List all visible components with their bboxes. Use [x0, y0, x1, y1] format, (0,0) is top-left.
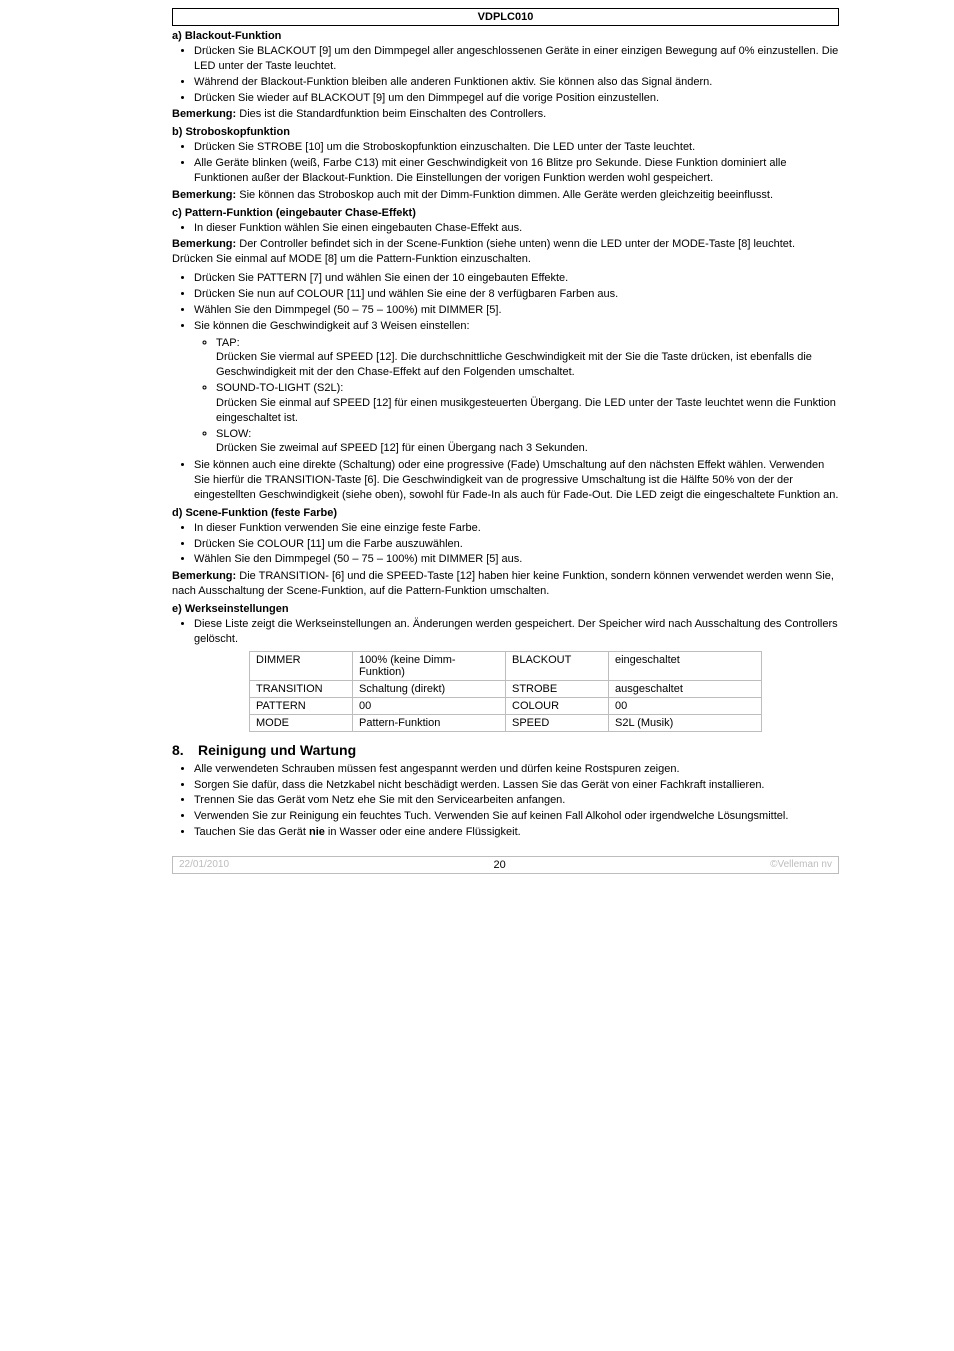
section-d-remark: Bemerkung: Die TRANSITION- [6] und die S… — [172, 569, 839, 599]
remark-body: Der Controller befindet sich in der Scen… — [172, 238, 795, 265]
section-a-remark: Bemerkung: Dies ist die Standardfunktion… — [172, 107, 839, 122]
list-item: Während der Blackout-Funktion bleiben al… — [194, 75, 839, 90]
remark-body: Dies ist die Standardfunktion beim Einsc… — [236, 108, 546, 120]
table-row: PATTERN 00 COLOUR 00 — [250, 697, 762, 714]
list-item: Sie können auch eine direkte (Schaltung)… — [194, 458, 839, 503]
list-item: Trennen Sie das Gerät vom Netz ehe Sie m… — [194, 793, 839, 808]
list-item: In dieser Funktion wählen Sie einen eing… — [194, 221, 839, 236]
sub-item: SOUND-TO-LIGHT (S2L): Drücken Sie einmal… — [216, 381, 839, 426]
list-item: Alle verwendeten Schrauben müssen fest a… — [194, 762, 839, 777]
section-8-heading: 8.Reinigung und Wartung — [172, 742, 839, 758]
table-cell: eingeschaltet — [609, 651, 762, 680]
remark-lead: Bemerkung: — [172, 238, 236, 250]
table-cell: STROBE — [506, 680, 609, 697]
section-e-list: Diese Liste zeigt die Werkseinstellungen… — [172, 617, 839, 647]
section-a-heading: a) Blackout-Funktion — [172, 30, 839, 42]
sub-item-label: SOUND-TO-LIGHT (S2L): — [216, 381, 839, 396]
document-page: VDPLC010 a) Blackout-Funktion Drücken Si… — [0, 0, 954, 882]
remark-body: Sie können das Stroboskop auch mit der D… — [236, 189, 773, 201]
section-e-heading: e) Werkseinstellungen — [172, 603, 839, 615]
table-cell: ausgeschaltet — [609, 680, 762, 697]
remark-lead: Bemerkung: — [172, 570, 236, 582]
remark-lead: Bemerkung: — [172, 189, 236, 201]
list-item: Wählen Sie den Dimmpegel (50 – 75 – 100%… — [194, 552, 839, 567]
list-item: Drücken Sie PATTERN [7] und wählen Sie e… — [194, 271, 839, 286]
sub-item-body: Drücken Sie viermal auf SPEED [12]. Die … — [216, 350, 839, 380]
list-item: Diese Liste zeigt die Werkseinstellungen… — [194, 617, 839, 647]
section-b-heading: b) Stroboskopfunktion — [172, 126, 839, 138]
section-title: Reinigung und Wartung — [198, 742, 356, 758]
list-item: Drücken Sie COLOUR [11] um die Farbe aus… — [194, 537, 839, 552]
section-c-list-2: Drücken Sie PATTERN [7] und wählen Sie e… — [172, 271, 839, 503]
table-cell: TRANSITION — [250, 680, 353, 697]
footer-page-number: 20 — [493, 859, 505, 871]
table-cell: Pattern-Funktion — [353, 714, 506, 731]
table-cell: 100% (keine Dimm-Funktion) — [353, 651, 506, 680]
list-item: Drücken Sie nun auf COLOUR [11] und wähl… — [194, 287, 839, 302]
table-cell: S2L (Musik) — [609, 714, 762, 731]
list-item: Tauchen Sie das Gerät nie in Wasser oder… — [194, 825, 839, 840]
text-fragment: Tauchen Sie das Gerät — [194, 826, 309, 838]
table-cell: PATTERN — [250, 697, 353, 714]
section-c-sublist: TAP: Drücken Sie viermal auf SPEED [12].… — [194, 336, 839, 457]
list-item: Drücken Sie BLACKOUT [9] um den Dimmpege… — [194, 44, 839, 74]
list-item: Drücken Sie STROBE [10] um die Strobosko… — [194, 140, 839, 155]
table-row: TRANSITION Schaltung (direkt) STROBE aus… — [250, 680, 762, 697]
table-cell: Schaltung (direkt) — [353, 680, 506, 697]
footer-copyright: ©Velleman nv — [770, 859, 832, 870]
section-b-list: Drücken Sie STROBE [10] um die Strobosko… — [172, 140, 839, 186]
list-item: Sie können die Geschwindigkeit auf 3 Wei… — [194, 319, 839, 457]
section-b-remark: Bemerkung: Sie können das Stroboskop auc… — [172, 188, 839, 203]
section-c-heading: c) Pattern-Funktion (eingebauter Chase-E… — [172, 207, 839, 219]
factory-settings-table: DIMMER 100% (keine Dimm-Funktion) BLACKO… — [249, 651, 762, 732]
list-item-text: Sie können die Geschwindigkeit auf 3 Wei… — [194, 320, 470, 332]
section-number: 8. — [172, 742, 198, 758]
sub-item: TAP: Drücken Sie viermal auf SPEED [12].… — [216, 336, 839, 381]
text-fragment: in Wasser oder eine andere Flüssigkeit. — [325, 826, 521, 838]
sub-item: SLOW: Drücken Sie zweimal auf SPEED [12]… — [216, 427, 839, 457]
list-item: Wählen Sie den Dimmpegel (50 – 75 – 100%… — [194, 303, 839, 318]
section-8-list: Alle verwendeten Schrauben müssen fest a… — [172, 762, 839, 840]
table-row: MODE Pattern-Funktion SPEED S2L (Musik) — [250, 714, 762, 731]
list-item: Alle Geräte blinken (weiß, Farbe C13) mi… — [194, 156, 839, 186]
sub-item-body: Drücken Sie einmal auf SPEED [12] für ei… — [216, 396, 839, 426]
table-cell: MODE — [250, 714, 353, 731]
remark-body: Die TRANSITION- [6] und die SPEED-Taste … — [172, 570, 834, 597]
sub-item-label: TAP: — [216, 336, 839, 351]
section-d-list: In dieser Funktion verwenden Sie eine ei… — [172, 521, 839, 568]
remark-lead: Bemerkung: — [172, 108, 236, 120]
table-cell: 00 — [353, 697, 506, 714]
list-item: Verwenden Sie zur Reinigung ein feuchtes… — [194, 809, 839, 824]
list-item: Sorgen Sie dafür, dass die Netzkabel nic… — [194, 778, 839, 793]
sub-item-label: SLOW: — [216, 427, 839, 442]
section-a-list: Drücken Sie BLACKOUT [9] um den Dimmpege… — [172, 44, 839, 105]
list-item: Drücken Sie wieder auf BLACKOUT [9] um d… — [194, 91, 839, 106]
table-row: DIMMER 100% (keine Dimm-Funktion) BLACKO… — [250, 651, 762, 680]
table-cell: BLACKOUT — [506, 651, 609, 680]
doc-code-header: VDPLC010 — [172, 8, 839, 26]
table-cell: DIMMER — [250, 651, 353, 680]
text-bold: nie — [309, 826, 325, 838]
sub-item-body: Drücken Sie zweimal auf SPEED [12] für e… — [216, 441, 839, 456]
table-cell: 00 — [609, 697, 762, 714]
section-c-list-1: In dieser Funktion wählen Sie einen eing… — [172, 221, 839, 236]
section-c-remark-1: Bemerkung: Der Controller befindet sich … — [172, 237, 839, 267]
footer-date: 22/01/2010 — [179, 859, 229, 870]
page-footer: 22/01/2010 20 ©Velleman nv — [172, 856, 839, 874]
table-cell: COLOUR — [506, 697, 609, 714]
table-cell: SPEED — [506, 714, 609, 731]
list-item: In dieser Funktion verwenden Sie eine ei… — [194, 521, 839, 536]
section-d-heading: d) Scene-Funktion (feste Farbe) — [172, 507, 839, 519]
